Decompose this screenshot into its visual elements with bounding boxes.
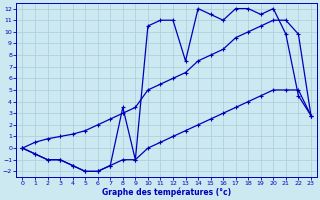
X-axis label: Graphe des températures (°c): Graphe des températures (°c)	[102, 188, 231, 197]
